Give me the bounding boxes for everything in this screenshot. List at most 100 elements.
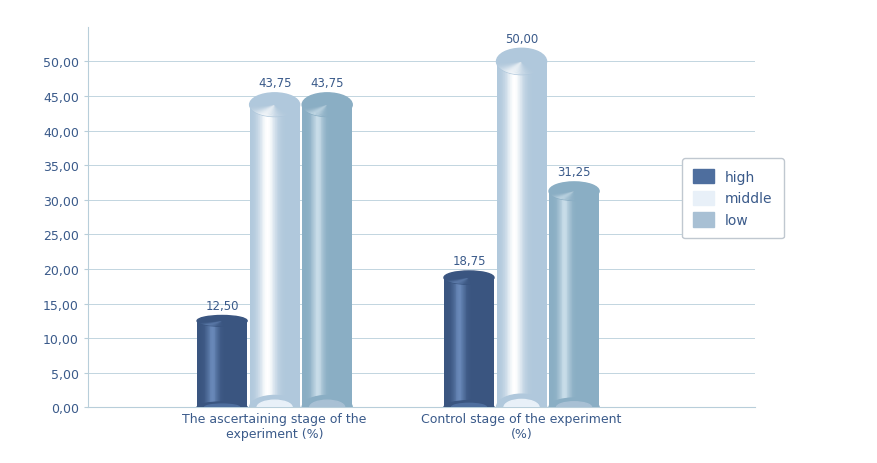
Polygon shape xyxy=(275,106,293,114)
Polygon shape xyxy=(327,106,346,114)
Polygon shape xyxy=(222,321,228,326)
Polygon shape xyxy=(574,192,594,198)
Polygon shape xyxy=(574,192,582,200)
Polygon shape xyxy=(319,106,327,117)
Polygon shape xyxy=(468,278,490,282)
Polygon shape xyxy=(572,192,574,201)
Polygon shape xyxy=(521,63,541,70)
Legend: high, middle, low: high, middle, low xyxy=(681,158,783,239)
Polygon shape xyxy=(275,106,288,116)
Polygon shape xyxy=(563,192,574,200)
Polygon shape xyxy=(327,106,340,116)
Polygon shape xyxy=(468,278,491,282)
Polygon shape xyxy=(513,63,521,75)
Polygon shape xyxy=(217,321,222,326)
Polygon shape xyxy=(468,278,473,285)
Polygon shape xyxy=(510,63,521,74)
Polygon shape xyxy=(549,192,574,193)
Polygon shape xyxy=(468,278,471,285)
Polygon shape xyxy=(521,63,540,71)
Polygon shape xyxy=(445,278,468,281)
Polygon shape xyxy=(574,192,597,195)
Polygon shape xyxy=(275,106,284,117)
Polygon shape xyxy=(444,278,468,279)
Polygon shape xyxy=(327,106,350,110)
Polygon shape xyxy=(521,63,538,72)
Polygon shape xyxy=(222,321,242,325)
Polygon shape xyxy=(504,63,521,72)
Polygon shape xyxy=(275,106,282,117)
Polygon shape xyxy=(468,278,485,283)
Polygon shape xyxy=(456,278,468,284)
Polygon shape xyxy=(250,106,275,109)
Polygon shape xyxy=(252,106,275,111)
Polygon shape xyxy=(250,106,275,109)
Polygon shape xyxy=(275,106,278,117)
Polygon shape xyxy=(252,106,275,111)
Polygon shape xyxy=(468,278,487,283)
Polygon shape xyxy=(222,321,223,326)
Polygon shape xyxy=(574,192,590,199)
Polygon shape xyxy=(222,321,240,325)
Polygon shape xyxy=(274,106,275,117)
Polygon shape xyxy=(327,106,344,115)
Polygon shape xyxy=(325,106,327,117)
Polygon shape xyxy=(566,192,574,200)
Polygon shape xyxy=(559,192,574,200)
Polygon shape xyxy=(521,63,545,64)
Polygon shape xyxy=(317,106,327,117)
Polygon shape xyxy=(222,321,225,326)
Polygon shape xyxy=(453,278,468,283)
Polygon shape xyxy=(308,106,327,113)
Polygon shape xyxy=(521,63,538,73)
Polygon shape xyxy=(222,321,233,326)
Polygon shape xyxy=(222,321,230,326)
Polygon shape xyxy=(323,106,327,117)
Polygon shape xyxy=(500,63,521,69)
Polygon shape xyxy=(253,106,275,112)
Polygon shape xyxy=(446,278,468,282)
Polygon shape xyxy=(501,63,521,70)
Polygon shape xyxy=(496,63,521,64)
Polygon shape xyxy=(500,63,521,70)
Polygon shape xyxy=(466,278,468,285)
Polygon shape xyxy=(574,192,598,194)
Polygon shape xyxy=(267,106,275,117)
Polygon shape xyxy=(222,321,246,322)
Polygon shape xyxy=(327,106,343,115)
Polygon shape xyxy=(275,106,295,113)
Polygon shape xyxy=(460,278,468,284)
Polygon shape xyxy=(254,106,275,113)
Polygon shape xyxy=(465,278,468,285)
Polygon shape xyxy=(574,192,595,196)
Polygon shape xyxy=(275,106,290,115)
Polygon shape xyxy=(521,63,524,75)
Polygon shape xyxy=(254,106,275,113)
Polygon shape xyxy=(269,106,275,117)
Polygon shape xyxy=(250,106,275,108)
Polygon shape xyxy=(261,106,275,116)
Polygon shape xyxy=(445,278,468,280)
Polygon shape xyxy=(259,106,275,115)
Polygon shape xyxy=(521,63,523,75)
Polygon shape xyxy=(521,63,545,65)
Polygon shape xyxy=(468,278,493,279)
Polygon shape xyxy=(498,63,521,68)
Polygon shape xyxy=(222,321,232,326)
Polygon shape xyxy=(249,106,275,107)
Polygon shape xyxy=(327,106,330,117)
Polygon shape xyxy=(457,278,468,284)
Polygon shape xyxy=(196,321,222,322)
Polygon shape xyxy=(521,63,522,75)
Polygon shape xyxy=(201,321,222,324)
Polygon shape xyxy=(450,278,468,283)
Polygon shape xyxy=(327,106,339,116)
Polygon shape xyxy=(222,321,246,323)
Polygon shape xyxy=(266,106,275,117)
Polygon shape xyxy=(314,106,327,116)
Ellipse shape xyxy=(249,395,299,419)
Polygon shape xyxy=(521,63,545,65)
Polygon shape xyxy=(515,63,521,75)
Polygon shape xyxy=(521,63,545,66)
Polygon shape xyxy=(521,63,528,75)
